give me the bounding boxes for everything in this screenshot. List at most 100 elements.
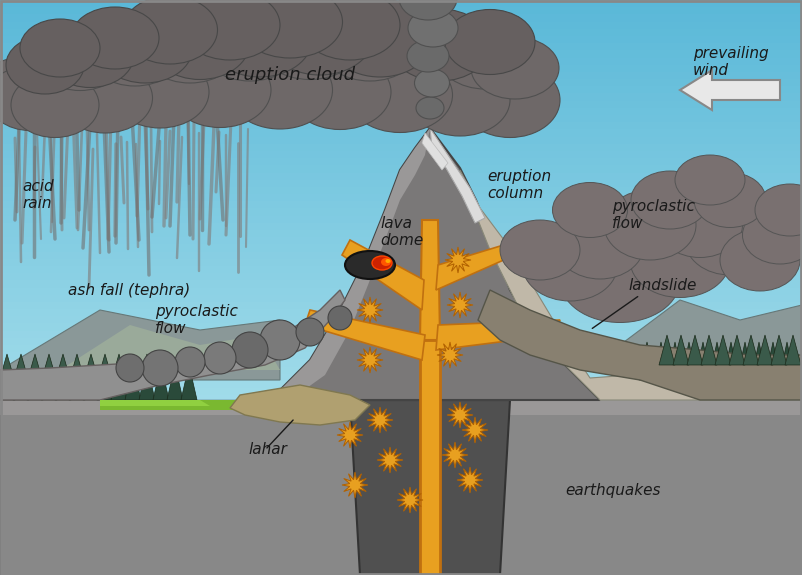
Polygon shape [125, 354, 141, 382]
Polygon shape [100, 400, 270, 410]
Bar [0, 331, 802, 339]
Ellipse shape [18, 52, 112, 124]
Polygon shape [462, 417, 488, 443]
Bar [0, 273, 802, 281]
Polygon shape [447, 402, 473, 428]
Bar [0, 381, 802, 389]
Ellipse shape [381, 258, 391, 266]
Polygon shape [0, 400, 802, 415]
Ellipse shape [123, 35, 228, 115]
Ellipse shape [71, 7, 159, 69]
Polygon shape [337, 422, 363, 448]
Ellipse shape [305, 34, 415, 116]
Bar [0, 352, 802, 361]
Ellipse shape [743, 206, 802, 264]
Bar [0, 467, 802, 476]
Ellipse shape [228, 51, 333, 129]
Text: ash fall (tephra): ash fall (tephra) [68, 282, 190, 297]
Bar [0, 172, 802, 181]
Ellipse shape [694, 172, 766, 228]
Bar [0, 424, 802, 432]
Circle shape [116, 354, 144, 382]
Bar [0, 438, 802, 447]
Ellipse shape [210, 7, 330, 97]
Ellipse shape [438, 21, 533, 89]
Polygon shape [0, 400, 802, 575]
Circle shape [232, 332, 268, 368]
Bar [0, 446, 802, 454]
Text: eruption cloud: eruption cloud [225, 66, 355, 84]
Bar [0, 36, 802, 44]
Circle shape [260, 320, 300, 360]
Polygon shape [422, 133, 448, 170]
Circle shape [328, 306, 352, 330]
Ellipse shape [407, 40, 449, 72]
Polygon shape [771, 335, 787, 365]
Ellipse shape [604, 190, 696, 260]
Ellipse shape [150, 5, 250, 79]
Ellipse shape [141, 13, 239, 83]
Ellipse shape [471, 37, 559, 99]
Bar [0, 546, 802, 554]
Ellipse shape [0, 58, 60, 122]
Bar [0, 259, 802, 267]
Bar [0, 86, 802, 94]
Text: eruption
column: eruption column [487, 169, 551, 201]
Polygon shape [41, 354, 57, 382]
Ellipse shape [385, 25, 515, 115]
Polygon shape [701, 335, 717, 365]
Ellipse shape [43, 27, 148, 109]
Ellipse shape [460, 63, 560, 137]
Bar [0, 374, 802, 382]
Polygon shape [715, 335, 731, 365]
Polygon shape [457, 467, 483, 493]
Ellipse shape [399, 0, 457, 20]
Polygon shape [342, 472, 368, 498]
Bar [0, 409, 802, 418]
Bar [0, 216, 802, 224]
Bar [0, 194, 802, 202]
Bar [0, 345, 802, 353]
Bar [0, 108, 802, 116]
Polygon shape [55, 354, 71, 382]
Bar [0, 532, 802, 540]
Bar [0, 58, 802, 66]
Bar [0, 396, 802, 404]
Polygon shape [757, 335, 773, 365]
Ellipse shape [390, 9, 490, 81]
Bar [0, 288, 802, 296]
Text: earthquakes: earthquakes [565, 482, 661, 497]
Polygon shape [350, 400, 510, 575]
Polygon shape [100, 400, 210, 406]
Polygon shape [420, 220, 440, 340]
Bar [0, 503, 802, 511]
Ellipse shape [87, 18, 183, 86]
Bar [0, 417, 802, 425]
Bar [0, 136, 802, 145]
Ellipse shape [327, 0, 432, 77]
Ellipse shape [208, 0, 313, 77]
Bar [0, 453, 802, 461]
Ellipse shape [372, 256, 392, 270]
Polygon shape [437, 342, 463, 368]
Ellipse shape [273, 11, 387, 99]
Polygon shape [69, 354, 85, 382]
Polygon shape [181, 365, 197, 400]
Polygon shape [0, 325, 280, 370]
Bar [0, 402, 802, 411]
Ellipse shape [410, 64, 510, 136]
Polygon shape [270, 128, 430, 400]
Bar [0, 0, 802, 8]
Ellipse shape [200, 9, 300, 81]
Ellipse shape [522, 229, 618, 301]
Ellipse shape [237, 0, 342, 58]
Polygon shape [0, 310, 280, 380]
Polygon shape [305, 310, 425, 360]
Polygon shape [139, 354, 155, 382]
Text: pyroclastic
flow: pyroclastic flow [612, 199, 695, 231]
Ellipse shape [500, 220, 580, 280]
Bar [0, 252, 802, 260]
Bar [0, 568, 802, 575]
Bar [0, 518, 802, 526]
Bar [0, 43, 802, 51]
